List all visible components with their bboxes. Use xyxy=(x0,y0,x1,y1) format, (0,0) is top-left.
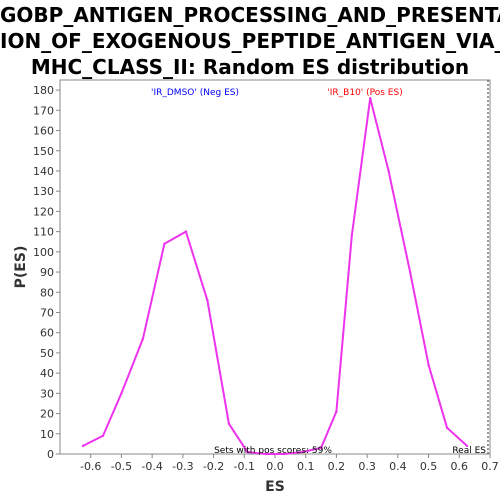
y-tick-label: 130 xyxy=(33,185,54,198)
y-axis: 0 10 20 30 40 50 60 70 80 90 100 110 120 130 140 150 160… xyxy=(33,84,60,461)
chart-title-line-1: GOBP_ANTIGEN_PROCESSING_AND_PRESENTAT xyxy=(0,3,500,27)
y-tick-label: 0 xyxy=(47,448,54,461)
chart-title-line-2: ION_OF_EXOGENOUS_PEPTIDE_ANTIGEN_VIA_ xyxy=(0,29,500,53)
data-point xyxy=(184,230,188,233)
y-tick-label: 20 xyxy=(40,408,54,421)
pos-es-label: 'IR_B10' (Pos ES) xyxy=(327,88,402,98)
data-point xyxy=(264,452,267,456)
x-tick-label: 0.6 xyxy=(451,460,469,473)
x-axis: -0.6 -0.5 -0.4 -0.3 -0.2 -0.1 0.0 0.1 0.2 0.3 0.4 0… xyxy=(80,454,499,473)
x-tick-label: -0.3 xyxy=(172,460,193,473)
data-point xyxy=(445,426,449,429)
x-tick-label: 0.0 xyxy=(266,460,284,473)
data-point xyxy=(350,234,353,237)
y-tick-label: 30 xyxy=(40,387,54,400)
x-tick-label: -0.2 xyxy=(203,460,224,473)
data-point xyxy=(227,422,231,425)
y-tick-label: 120 xyxy=(33,205,54,218)
x-tick-label: 0.4 xyxy=(389,460,407,473)
pos-scores-text: Sets with pos scores: 59% xyxy=(214,446,332,456)
y-tick-label: 150 xyxy=(33,145,54,158)
data-point xyxy=(408,270,412,274)
y-tick-label: 110 xyxy=(33,226,54,239)
data-point xyxy=(120,392,123,395)
data-point xyxy=(301,450,304,454)
x-tick-label: -0.6 xyxy=(80,460,101,473)
data-point xyxy=(101,434,105,438)
data-point xyxy=(206,299,209,302)
data-point xyxy=(246,450,249,454)
data-point xyxy=(81,444,85,448)
x-tick-label: 0.1 xyxy=(297,460,315,473)
chart-title: GOBP_ANTIGEN_PROCESSING_AND_PRESENTAT IO… xyxy=(0,0,500,80)
neg-es-label: 'IR_DMSO' (Neg ES) xyxy=(151,88,239,98)
y-tick-label: 140 xyxy=(33,165,54,178)
y-tick-label: 160 xyxy=(33,125,54,138)
data-point xyxy=(427,363,430,367)
y-tick-label: 70 xyxy=(40,306,54,319)
plot-area xyxy=(59,79,491,455)
y-tick-label: 80 xyxy=(40,286,54,299)
x-tick-label: 0.2 xyxy=(328,460,346,473)
y-tick-label: 40 xyxy=(40,367,54,380)
chart-title-line-3: MHC_CLASS_II: Random ES distribution xyxy=(30,55,470,79)
data-point xyxy=(369,96,372,100)
x-tick-label: 0.3 xyxy=(358,460,376,473)
x-tick-label: -0.4 xyxy=(141,460,162,473)
x-tick-label: -0.5 xyxy=(111,460,132,473)
data-point xyxy=(465,444,469,448)
y-tick-label: 60 xyxy=(40,327,54,340)
x-tick-label: 0.5 xyxy=(420,460,438,473)
y-tick-label: 50 xyxy=(40,347,54,360)
y-axis-title: P(ES) xyxy=(13,246,29,289)
x-axis-title: ES xyxy=(265,479,285,495)
y-tick-label: 180 xyxy=(33,84,54,97)
x-tick-label: 0.7 xyxy=(481,460,499,473)
data-point xyxy=(283,452,286,456)
data-point xyxy=(141,337,145,340)
series-layer xyxy=(81,96,469,456)
data-point xyxy=(335,410,338,413)
data-point xyxy=(387,169,390,173)
y-tick-label: 90 xyxy=(40,266,54,279)
y-tick-label: 10 xyxy=(40,428,54,441)
real-es-label: Real ES xyxy=(452,446,486,456)
y-tick-label: 100 xyxy=(33,246,54,259)
y-tick-label: 170 xyxy=(33,104,54,117)
x-tick-label: -0.1 xyxy=(234,460,255,473)
data-point xyxy=(319,446,323,450)
data-point xyxy=(163,242,166,245)
